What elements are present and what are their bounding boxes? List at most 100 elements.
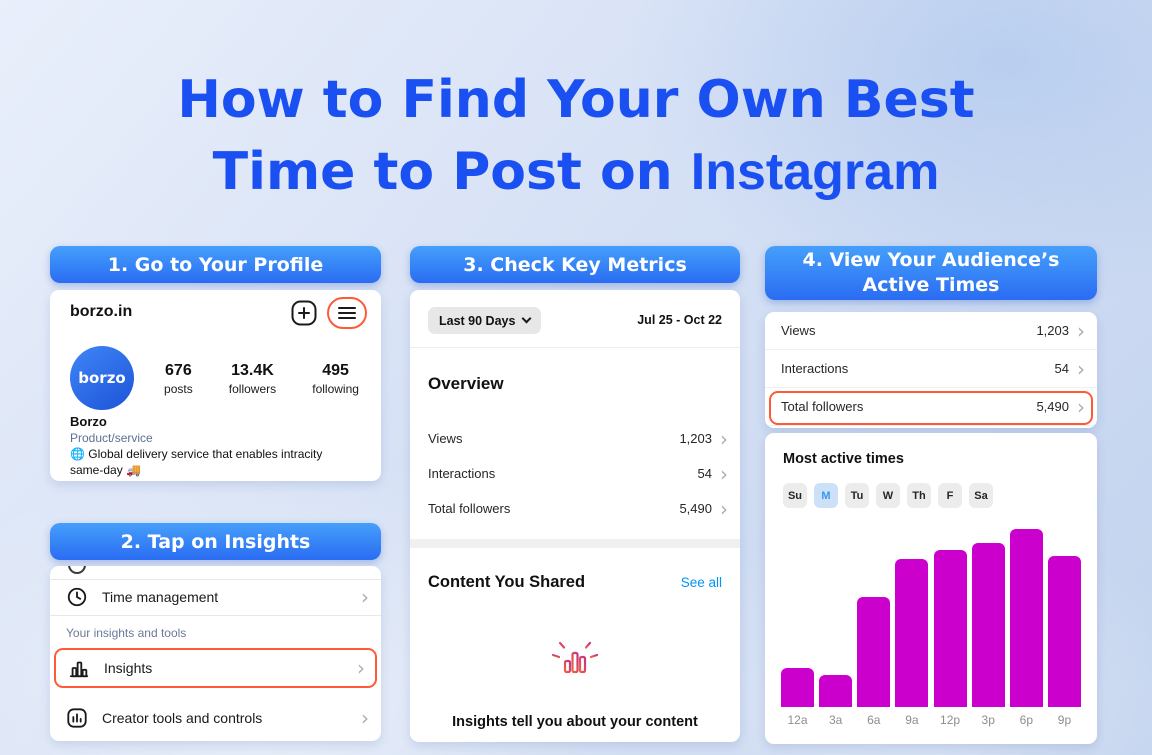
divider [50, 615, 381, 616]
sketch-bar-chart-icon [551, 637, 599, 674]
menu-item-time-management[interactable]: Time management › [50, 579, 381, 615]
x-tick-label: 9a [905, 713, 919, 727]
day-pill-th[interactable]: Th [907, 483, 931, 508]
step4-banner-line2: Active Times [862, 274, 1000, 296]
profile-bio-line2: same-day 🚚 [70, 463, 141, 477]
day-pill-sa[interactable]: Sa [969, 483, 993, 508]
menu-item-label: Insights [104, 660, 153, 676]
metric-row-total-followers[interactable]: Total followers 5,490 › [428, 496, 728, 521]
activity-bar [819, 675, 853, 707]
chevron-down-icon [521, 313, 532, 324]
step4-banner-line1: 4. View Your Audience’s [802, 249, 1060, 271]
activity-bar [971, 543, 1005, 707]
menu-item-insights-highlight[interactable]: Insights › [54, 648, 377, 688]
x-tick-label: 3p [981, 713, 995, 727]
title-brand: Instagram [690, 143, 940, 201]
chevron-right-icon: › [1077, 356, 1085, 381]
empty-state-text: Insights tell you about your content [452, 714, 698, 730]
chevron-right-icon: › [720, 461, 728, 486]
create-post-button[interactable] [291, 300, 317, 326]
audience-metrics-card: Views 1,203 › Interactions 54 › Total fo… [765, 312, 1097, 428]
stat-posts[interactable]: 676 posts [164, 362, 193, 396]
hamburger-menu-button-highlight[interactable] [327, 297, 367, 329]
metric-row-interactions[interactable]: Interactions 54 › [428, 461, 728, 486]
insights-menu-card: Time management › Your insights and tool… [50, 566, 381, 741]
x-tick-label: 6p [1019, 713, 1034, 727]
audience-row-total-followers[interactable]: Total followers 5,490 › [765, 388, 1097, 426]
x-tick-label: 6a [867, 713, 881, 727]
stat-followers[interactable]: 13.4K followers [228, 362, 277, 396]
step3-banner: 3. Check Key Metrics [410, 246, 740, 283]
content-shared-heading: Content You Shared [428, 573, 586, 591]
menu-item-label: Creator tools and controls [102, 710, 263, 726]
profile-username: borzo.in [70, 303, 133, 320]
cropped-menu-icon [68, 566, 86, 574]
step3-banner-label: 3. Check Key Metrics [463, 253, 687, 276]
day-pill-w[interactable]: W [876, 483, 900, 508]
profile-bio-line1: 🌐 Global delivery service that enables i… [70, 447, 323, 461]
profile-category: Product/service [70, 431, 153, 445]
activity-bar-chart [781, 529, 1081, 707]
column-step4: 4. View Your Audience’s Active Times Vie… [765, 246, 1097, 744]
chart-x-axis-labels: 12a 3a 6a 9a 12p 3p 6p 9p [781, 713, 1081, 727]
period-selector-button[interactable]: Last 90 Days [428, 307, 542, 334]
profile-display-name: Borzo [70, 414, 107, 429]
profile-avatar[interactable]: borzo [70, 346, 134, 410]
insights-chart-icon [69, 661, 89, 678]
content-shared-header: Content You Shared See all [428, 573, 722, 592]
divider [50, 579, 381, 580]
day-selector: Su M Tu W Th F Sa [783, 483, 993, 508]
see-all-link[interactable]: See all [680, 575, 722, 590]
avatar-logo-text: borzo [78, 369, 126, 387]
step1-banner: 1. Go to Your Profile [50, 246, 381, 283]
activity-bar [857, 597, 891, 707]
day-pill-su[interactable]: Su [783, 483, 807, 508]
hamburger-icon [338, 304, 356, 322]
step1-banner-label: 1. Go to Your Profile [107, 253, 324, 276]
overview-rows: Views 1,203 › Interactions 54 › Total fo… [410, 421, 740, 526]
x-tick-label: 12p [940, 713, 961, 727]
x-tick-label: 12a [787, 713, 808, 727]
activity-bar [1009, 529, 1043, 707]
menu-item-creator-tools[interactable]: Creator tools and controls › [50, 700, 381, 736]
audience-row-views[interactable]: Views 1,203 › [765, 312, 1097, 350]
x-tick-label: 3a [828, 713, 843, 727]
audience-row-interactions[interactable]: Interactions 54 › [765, 350, 1097, 388]
chevron-right-icon: › [361, 585, 369, 609]
chevron-right-icon: › [720, 426, 728, 451]
clock-icon [67, 587, 87, 607]
activity-bar [933, 550, 967, 707]
plus-square-icon [291, 300, 317, 326]
metric-row-views[interactable]: Views 1,203 › [428, 426, 728, 451]
day-pill-tu[interactable]: Tu [845, 483, 869, 508]
profile-stats: 676 posts 13.4K followers 495 following [146, 362, 377, 396]
most-active-times-heading: Most active times [783, 451, 904, 467]
instagram-profile-card: borzo.in borzo 676 posts [50, 290, 381, 481]
date-range-label: Jul 25 - Oct 22 [637, 313, 722, 327]
page-title: How to Find Your Own Best Time to Post o… [0, 64, 1152, 208]
column-step1-2: 1. Go to Your Profile borzo.in borzo 6 [50, 246, 381, 741]
overview-heading: Overview [428, 374, 504, 393]
step4-banner: 4. View Your Audience’s Active Times [765, 246, 1097, 300]
activity-bar [895, 559, 929, 707]
section-divider [410, 539, 740, 548]
x-tick-label: 9p [1057, 713, 1072, 727]
column-step3: 3. Check Key Metrics Last 90 Days Jul 25… [410, 246, 740, 742]
chevron-right-icon: › [361, 706, 369, 730]
period-label: Last 90 Days [439, 313, 516, 328]
stat-following[interactable]: 495 following [312, 362, 359, 396]
title-line2: Time to Post on [212, 142, 691, 202]
step2-banner-label: 2. Tap on Insights [120, 530, 311, 553]
step2-banner: 2. Tap on Insights [50, 523, 381, 560]
chevron-right-icon: › [357, 656, 365, 680]
empty-insights-glyph [547, 632, 603, 693]
most-active-times-card: Most active times Su M Tu W Th F Sa [765, 433, 1097, 744]
divider [410, 347, 740, 348]
day-pill-m-selected[interactable]: M [814, 483, 838, 508]
chevron-right-icon: › [1077, 318, 1085, 343]
menu-item-label: Time management [102, 589, 219, 605]
creator-tools-icon [67, 708, 87, 728]
day-pill-f[interactable]: F [938, 483, 962, 508]
activity-bar [781, 668, 814, 707]
